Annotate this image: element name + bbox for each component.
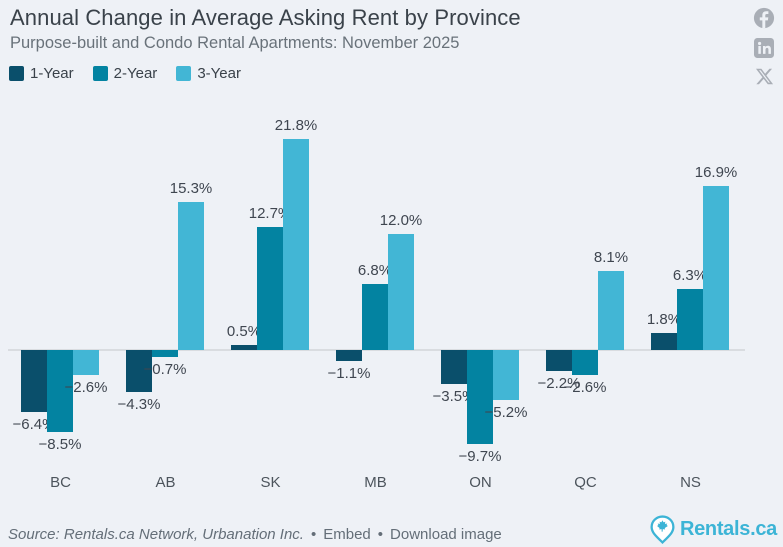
logo-wordmark: Rentals.ca [679,518,777,540]
bar-2-year-mb[interactable] [362,284,388,350]
bar-1-year-mb[interactable] [336,350,362,361]
bar-3-year-sk[interactable] [283,139,309,350]
value-label: −8.5% [38,436,82,453]
bar-1-year-qc[interactable] [546,350,572,371]
value-label: 21.8% [274,117,318,134]
bar-1-year-ns[interactable] [651,333,677,350]
bar-2-year-bc[interactable] [47,350,73,432]
legend-label: 3-Year [197,65,241,82]
separator-bullet: • [310,526,317,543]
legend-swatch-icon [92,66,108,81]
chart-legend: 1-Year 2-Year 3-Year [9,65,241,82]
legend-swatch-icon [9,66,24,81]
bar-1-year-on[interactable] [441,350,467,384]
bar-1-year-bc[interactable] [21,350,47,412]
axis-label-sk: SK [260,474,281,491]
linkedin-icon [754,38,774,58]
axis-label-qc: QC [574,474,597,491]
bar-1-year-ab[interactable] [126,350,152,392]
value-label: 8.1% [593,249,629,266]
bar-3-year-bc[interactable] [73,350,99,375]
legend-item-1-year[interactable]: 1-Year [9,65,74,82]
value-label: −2.6% [64,379,108,396]
x-axis-zero-line [8,349,745,351]
map-pin-maple-leaf-icon [650,515,675,544]
legend-item-2-year[interactable]: 2-Year [92,65,158,82]
legend-swatch-icon [176,66,192,81]
legend-label: 1-Year [30,65,74,82]
value-label: −0.7% [143,361,187,378]
axis-label-ns: NS [680,474,701,491]
axis-label-mb: MB [364,474,387,491]
value-label: −2.2% [537,375,581,392]
bar-1-year-sk[interactable] [231,345,257,350]
embed-link[interactable]: Embed [323,526,371,543]
value-label: −9.7% [458,448,502,465]
separator-bullet: • [377,526,384,543]
value-label: 16.9% [694,164,738,181]
axis-label-bc: BC [50,474,71,491]
value-label: 1.8% [646,311,682,328]
x-share-button[interactable] [755,67,774,86]
axis-label-ab: AB [155,474,176,491]
value-label: −3.5% [432,388,476,405]
value-label: 12.7% [248,205,292,222]
bar-2-year-on[interactable] [467,350,493,444]
bar-3-year-ns[interactable] [703,186,729,350]
download-image-link[interactable]: Download image [390,526,502,543]
bar-2-year-ab[interactable] [152,350,178,357]
value-label: 15.3% [169,180,213,197]
value-label: −2.6% [563,379,607,396]
value-label: −1.1% [327,365,371,382]
facebook-share-button[interactable] [753,7,775,29]
legend-item-3-year[interactable]: 3-Year [176,65,241,82]
bar-2-year-sk[interactable] [257,227,283,350]
social-share-bar [753,7,775,86]
value-label: 0.5% [226,323,262,340]
value-label: −4.3% [117,396,161,413]
legend-label: 2-Year [113,65,158,82]
value-label: 6.3% [672,267,708,284]
value-label: −6.4% [12,416,56,433]
value-label: 6.8% [357,262,393,279]
page-title: Annual Change in Average Asking Rent by … [10,5,521,30]
bar-2-year-qc[interactable] [572,350,598,375]
value-label: −5.2% [484,404,528,421]
bar-3-year-on[interactable] [493,350,519,400]
source-credit: Source: Rentals.ca Network, Urbanation I… [8,526,304,543]
value-label: 12.0% [379,212,423,229]
rentals-ca-logo[interactable]: Rentals.ca [649,515,777,544]
bar-2-year-ns[interactable] [677,289,703,350]
bar-3-year-ab[interactable] [178,202,204,350]
bar-3-year-qc[interactable] [598,271,624,350]
facebook-icon [753,7,775,29]
x-twitter-icon [755,68,773,85]
axis-label-on: ON [469,474,492,491]
linkedin-share-button[interactable] [754,38,774,58]
chart-subtitle: Purpose-built and Condo Rental Apartment… [10,34,460,52]
chart-footer: Source: Rentals.ca Network, Urbanation I… [8,526,502,543]
bar-3-year-mb[interactable] [388,234,414,350]
